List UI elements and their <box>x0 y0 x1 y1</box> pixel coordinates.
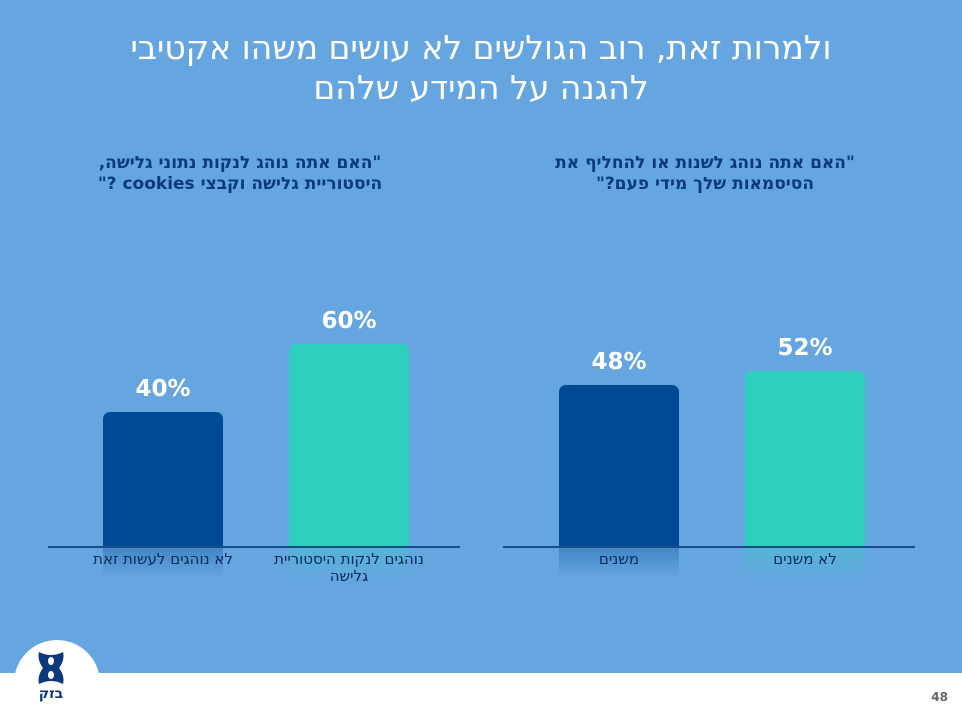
slide-background <box>0 0 962 673</box>
category-label: משנים <box>598 550 640 568</box>
slide-title-line-2: להגנה על המידע שלהם <box>313 68 649 107</box>
page-number: 48 <box>931 690 948 704</box>
category-label: נוהגים לנקות היסטוריית גלישה <box>274 550 424 585</box>
data-label: 48% <box>591 348 647 375</box>
right-chart-question: "האם אתה נוהג לשנות או להחליף את הסיסמאו… <box>495 153 915 195</box>
data-label: 40% <box>135 375 191 402</box>
bar <box>745 371 865 546</box>
right-chart-question-line-2: הסיסמאות שלך מידי פעם?" <box>595 174 815 194</box>
bar-reflection <box>745 548 865 578</box>
bezeq-logo-icon <box>38 652 64 684</box>
left-chart-question-line-1: "האם אתה נוהג לנקות נתוני גלישה, <box>98 153 382 173</box>
bar <box>103 411 223 546</box>
chart-1-axis-line <box>48 546 460 548</box>
bar-reflection <box>103 548 223 578</box>
left-chart-question-line-2: היסטוריית גלישה וקבצי cookies ?" <box>97 174 383 194</box>
bar <box>289 344 409 546</box>
data-label: 52% <box>777 335 833 362</box>
bar-reflection <box>289 548 409 578</box>
bar-reflection <box>559 548 679 578</box>
bar <box>559 384 679 546</box>
data-label: 60% <box>321 308 377 335</box>
slide-title-line-1: ולמרות זאת, רוב הגולשים לא עושים משהו אק… <box>130 28 832 67</box>
category-label: לא משנים <box>773 550 837 568</box>
left-chart-question: "האם אתה נוהג לנקות נתוני גלישה, היסטורי… <box>30 153 450 195</box>
logo-text: בזק <box>38 686 64 702</box>
right-chart-question-line-1: "האם אתה נוהג לשנות או להחליף את <box>555 153 855 173</box>
chart-0-axis-line <box>503 546 915 548</box>
category-label: לא נוהגים לעשות זאת <box>93 550 233 568</box>
